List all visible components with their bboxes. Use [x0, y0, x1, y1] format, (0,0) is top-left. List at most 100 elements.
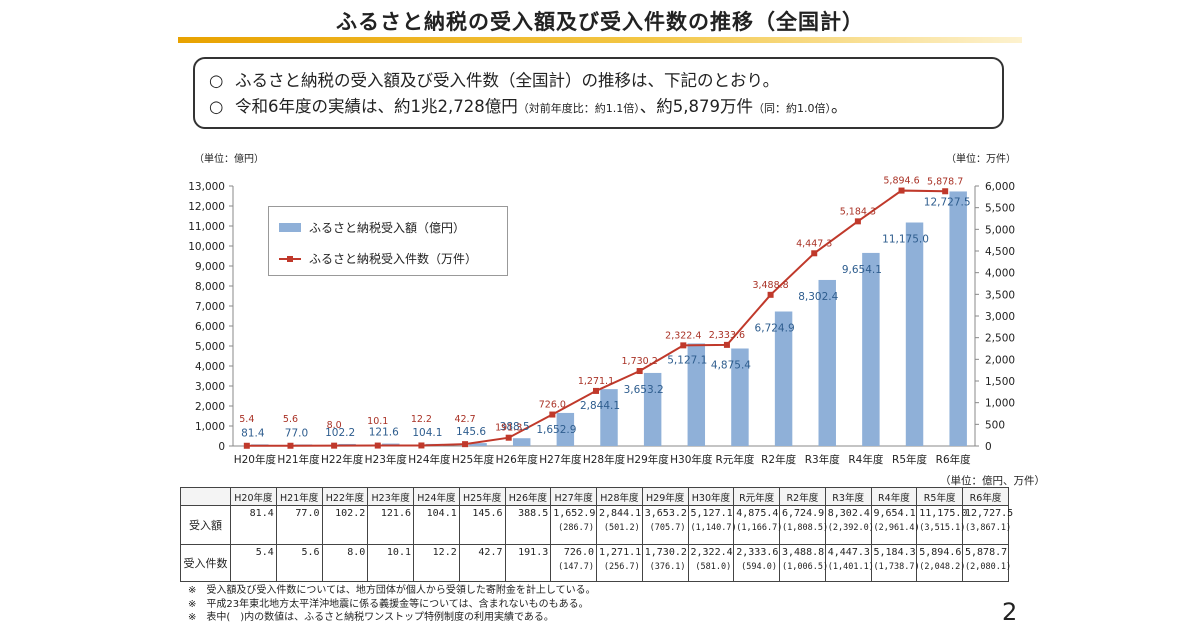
- table-cell: 12,727.5 (3,867.1): [962, 505, 1013, 545]
- table-cell: 726.0 (147.7): [550, 544, 597, 582]
- table-cell: 1,271.1 (256.7): [596, 544, 643, 582]
- line-value-label: 1,271.1: [578, 376, 614, 387]
- bar: [774, 311, 793, 446]
- table-cell-onestop-value: (286.7): [558, 523, 594, 533]
- table-cell-value: 9,654.1: [873, 508, 916, 519]
- table-cell: 104.1: [413, 505, 460, 545]
- legend-bar-swatch: [279, 223, 301, 232]
- right-tick-label: 3,000: [985, 311, 1015, 323]
- line-point: [723, 341, 730, 348]
- table-row-label: 受入件数: [180, 544, 231, 582]
- legend-line-label: ふるさと納税受入件数（万件）: [309, 252, 478, 266]
- x-tick-label: H26年度: [496, 453, 539, 466]
- table-row: 受入額 81.4 77.0 102.2 121.6 104.1 145.6 388.5 1,65…: [180, 505, 1013, 545]
- table-cell-value: 5.6: [301, 547, 320, 558]
- bar: [949, 191, 967, 446]
- table-cell: 3,653.2 (705.7): [641, 505, 689, 545]
- x-tick-label: H23年度: [365, 453, 408, 466]
- page-title: ふるさと納税の受入額及び受入件数の推移（全国計）: [336, 10, 864, 34]
- line-point: [243, 442, 250, 449]
- table-header-cell: H24年度: [413, 487, 460, 506]
- table-cell-onestop-value: (2,961.4): [873, 523, 920, 533]
- table-cell: 81.4: [230, 505, 277, 545]
- table-cell: 2,333.6 (594.0): [733, 544, 780, 582]
- table-cell-onestop-value: (705.7): [649, 523, 686, 533]
- line-value-label: 5.4: [239, 414, 254, 425]
- x-tick-label: R5年度: [892, 453, 927, 466]
- table-cell: 4,447.3 (1,401.1): [824, 544, 874, 582]
- x-tick-label: H29年度: [627, 453, 670, 466]
- footnote-3: ※ 表中( )内の数値は、ふるさと納税ワンストップ特例制度の利用実績である。: [188, 612, 554, 623]
- right-tick-label: 5,500: [985, 203, 1015, 215]
- table-header-cell: R5年度: [916, 487, 963, 506]
- table-cell-onestop-value: (376.1): [649, 562, 686, 572]
- x-tick-label: H20年度: [234, 453, 277, 466]
- table-cell-value: 8,302.4: [827, 508, 870, 519]
- summary-text-1: ふるさと納税の受入額及び受入件数（全国計）の推移は、下記のとおり。: [235, 71, 780, 90]
- left-tick-label: 5,000: [195, 341, 225, 353]
- data-table: H20年度 H21年度 H22年度 H23年度 H24年度 H25年度 H26年度 H27年度…: [180, 487, 1013, 582]
- x-tick-label: R4年度: [848, 453, 883, 466]
- table-cell: 5,127.1 (1,140.7): [687, 505, 737, 545]
- line-value-label: 1,730.2: [622, 356, 658, 367]
- table-cell-value: 3,488.8: [782, 547, 825, 558]
- table-cell: 3,488.8 (1,006.5): [779, 544, 828, 582]
- x-tick-label: H27年度: [539, 453, 582, 466]
- line-value-label: 726.0: [539, 400, 566, 411]
- table-cell: 9,654.1 (2,961.4): [870, 505, 920, 545]
- table-cell-value: 191.3: [518, 547, 549, 558]
- table-cell-value: 102.2: [335, 508, 366, 519]
- summary-text-2c: 。: [830, 97, 848, 116]
- table-cell-value: 5.4: [255, 547, 274, 558]
- line-point: [811, 250, 818, 257]
- table-cell-value: 4,447.3: [827, 547, 870, 558]
- right-tick-label: 6,000: [985, 181, 1015, 193]
- table-cell: 191.3: [504, 544, 552, 582]
- table-header-cell: H20年度: [230, 487, 277, 506]
- table-cell-onestop-value: (3,867.1): [965, 523, 1012, 533]
- table-cell-value: 81.4: [249, 508, 274, 519]
- bar: [643, 372, 662, 446]
- legend-line-swatch: [279, 254, 301, 264]
- line-point: [898, 187, 905, 194]
- legend-item-line: ふるさと納税受入件数（万件）: [279, 250, 477, 267]
- table-cell-onestop-value: (594.0): [741, 562, 777, 572]
- summary-note-1: （対前年度比：約1.1倍）: [517, 102, 640, 115]
- bar-value-label: 6,724.9: [755, 323, 795, 335]
- bar-value-label: 102.2: [325, 427, 355, 439]
- table-header-row: H20年度 H21年度 H22年度 H23年度 H24年度 H25年度 H26年度 H27年度…: [180, 487, 1009, 506]
- bar-value-label: 11,175.0: [882, 234, 929, 246]
- right-tick-label: 4,500: [985, 246, 1015, 258]
- x-tick-label: H22年度: [321, 453, 364, 466]
- line-value-label: 5,894.6: [883, 176, 919, 187]
- table-cell-value: 1,652.9: [553, 508, 596, 519]
- left-tick-label: 13,000: [188, 181, 225, 193]
- table-cell-value: 4,875.4: [736, 508, 779, 519]
- left-tick-label: 12,000: [188, 201, 225, 213]
- summary-text-2b: 、約5,879万件: [639, 97, 753, 116]
- table-cell: 5.6: [275, 544, 323, 582]
- table-cell: 5,878.7 (2,080.1): [962, 544, 1011, 582]
- bar-value-label: 104.1: [412, 427, 442, 439]
- bar-value-label: 1,652.9: [536, 424, 576, 436]
- line-value-label: 42.7: [454, 414, 475, 425]
- table-cell: 6,724.9 (1,808.5): [779, 505, 828, 545]
- table-cell-value: 726.0: [563, 547, 594, 558]
- table-cell: 12.2: [413, 544, 460, 582]
- table-cell: 121.6: [367, 505, 414, 545]
- table-cell-value: 12.2: [432, 547, 457, 558]
- table-header-cell: H27年度: [550, 487, 597, 506]
- line-point: [287, 442, 294, 449]
- table-header-cell: R6年度: [962, 487, 1009, 506]
- summary-line-2: ○ 令和6年度の実績は、約1兆2,728億円（対前年度比：約1.1倍）、約5,87…: [209, 94, 988, 122]
- table-cell-value: 145.6: [472, 508, 503, 519]
- table-cell: 10.1: [367, 544, 414, 582]
- table-cell-value: 77.0: [295, 508, 320, 519]
- bullet-icon: ○: [209, 97, 224, 116]
- left-tick-label: 1,000: [195, 421, 225, 433]
- footnotes: ※ 受入額及び受入件数については、地方団体が個人から受領した寄附金を計上している…: [188, 584, 596, 625]
- bar-value-label: 3,653.2: [624, 384, 664, 396]
- right-tick-label: 2,000: [985, 354, 1015, 366]
- right-tick-label: 5,000: [985, 224, 1015, 236]
- right-tick-label: 4,000: [985, 268, 1015, 280]
